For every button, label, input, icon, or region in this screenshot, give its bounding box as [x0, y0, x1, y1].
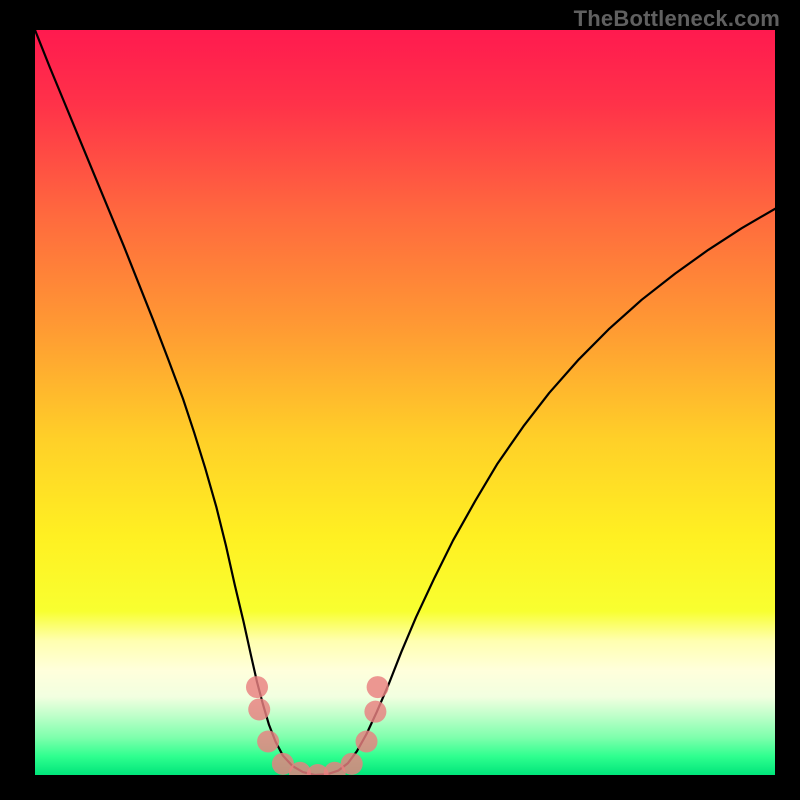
bottleneck-chart: [35, 30, 775, 775]
watermark-text: TheBottleneck.com: [574, 6, 780, 32]
curve-marker: [364, 701, 386, 723]
curve-marker: [367, 676, 389, 698]
curve-marker: [356, 730, 378, 752]
chart-frame: TheBottleneck.com: [0, 0, 800, 800]
curve-marker: [257, 730, 279, 752]
curve-marker: [248, 698, 270, 720]
chart-background: [35, 30, 775, 775]
curve-marker: [246, 676, 268, 698]
curve-marker: [341, 753, 363, 775]
